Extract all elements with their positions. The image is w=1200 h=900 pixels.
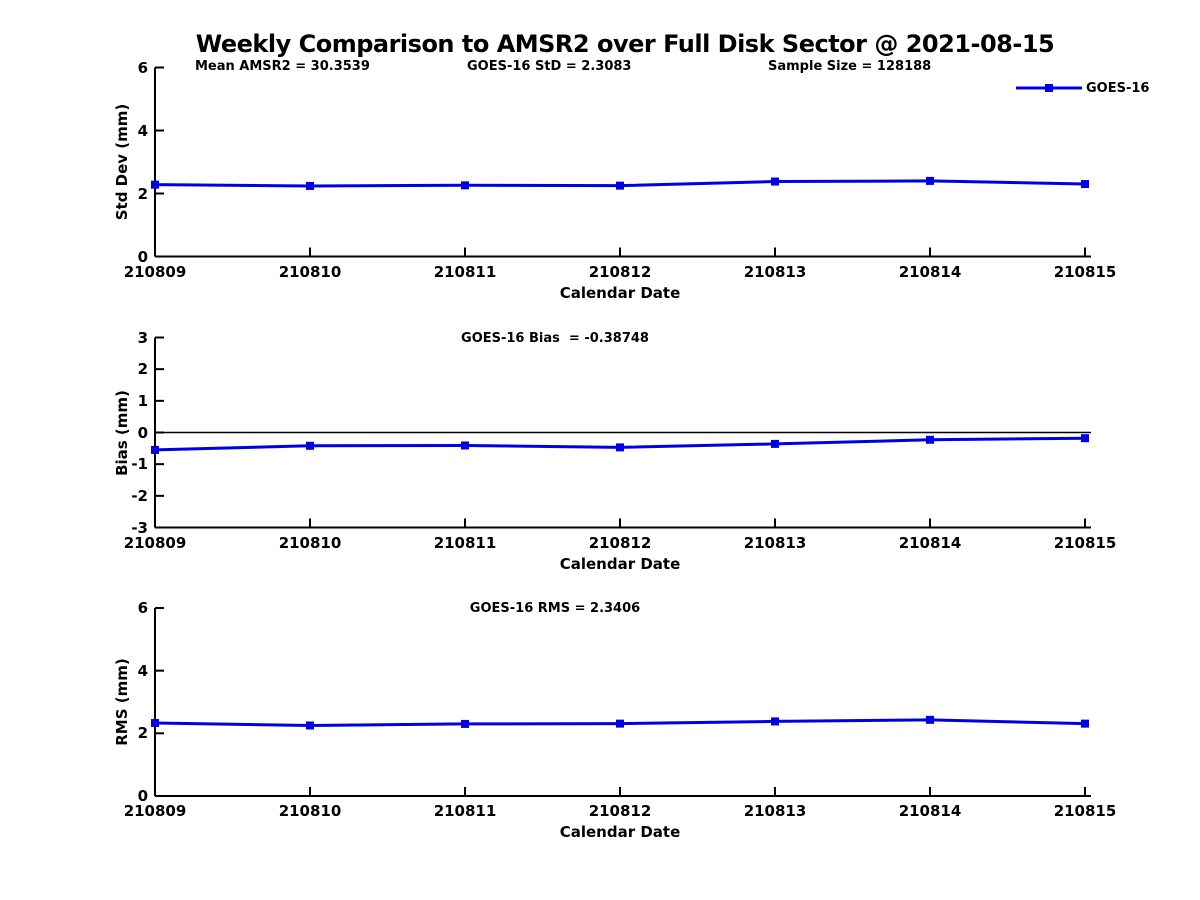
y-tick-label: 2 bbox=[137, 360, 148, 379]
data-point-marker bbox=[151, 445, 159, 454]
x-axis-label: Calendar Date bbox=[559, 554, 681, 573]
x-axis-label: Calendar Date bbox=[559, 823, 681, 841]
x-tick-label: 210811 bbox=[433, 802, 497, 820]
legend-swatch bbox=[1016, 84, 1082, 92]
y-axis-label: Std Dev (mm) bbox=[113, 103, 131, 221]
y-tick-label: 4 bbox=[137, 121, 148, 140]
x-tick-label: 210812 bbox=[588, 802, 652, 820]
y-tick-label: 3 bbox=[137, 328, 148, 347]
chart-title: Weekly Comparison to AMSR2 over Full Dis… bbox=[195, 30, 1055, 58]
x-tick-label: 210812 bbox=[588, 533, 652, 552]
x-tick-label: 210815 bbox=[1053, 262, 1117, 281]
stat-mean-amsr2: Mean AMSR2 = 30.3539 bbox=[195, 59, 370, 74]
y-tick-label: 0 bbox=[137, 787, 148, 805]
x-tick-label: 210811 bbox=[433, 533, 497, 552]
y-axis-label: RMS (mm) bbox=[113, 658, 131, 746]
x-tick-label: 210810 bbox=[278, 533, 342, 552]
y-tick-label: -3 bbox=[131, 518, 148, 537]
data-point-marker bbox=[926, 176, 934, 185]
data-point-marker bbox=[461, 181, 469, 190]
x-axis-label: Calendar Date bbox=[559, 283, 681, 302]
data-point-marker bbox=[1081, 719, 1089, 728]
x-tick-label: 210812 bbox=[588, 262, 652, 281]
y-tick-label: -2 bbox=[131, 486, 148, 505]
x-tick-label: 210811 bbox=[433, 262, 497, 281]
data-point-marker bbox=[616, 443, 624, 452]
data-point-marker bbox=[771, 439, 779, 448]
y-tick-label: 2 bbox=[137, 724, 148, 743]
data-point-marker bbox=[771, 717, 779, 726]
y-tick-label: 4 bbox=[137, 661, 148, 680]
data-point-marker bbox=[926, 715, 934, 724]
x-tick-label: 210810 bbox=[278, 262, 342, 281]
y-tick-label: 0 bbox=[137, 423, 148, 442]
x-tick-label: 210809 bbox=[123, 802, 187, 820]
data-point-marker bbox=[1081, 434, 1089, 443]
data-point-marker bbox=[461, 441, 469, 450]
data-point-marker bbox=[461, 719, 469, 728]
y-tick-label: 2 bbox=[137, 184, 148, 203]
data-point-marker bbox=[306, 441, 314, 450]
x-tick-label: 210814 bbox=[898, 802, 962, 820]
x-tick-label: 210813 bbox=[743, 533, 807, 552]
y-tick-label: 6 bbox=[137, 58, 148, 77]
data-point-marker bbox=[306, 181, 314, 190]
data-point-marker bbox=[306, 721, 314, 730]
data-point-marker bbox=[616, 719, 624, 728]
stat-goes-std: GOES-16 StD = 2.3083 bbox=[467, 59, 632, 74]
data-point-marker bbox=[616, 181, 624, 190]
y-tick-label: -1 bbox=[131, 455, 148, 474]
y-tick-label: 0 bbox=[137, 247, 148, 266]
data-point-marker bbox=[1081, 180, 1089, 189]
y-tick-label: 1 bbox=[137, 391, 148, 410]
x-tick-label: 210809 bbox=[123, 262, 187, 281]
x-tick-label: 210815 bbox=[1053, 533, 1117, 552]
x-tick-label: 210815 bbox=[1053, 802, 1117, 820]
y-tick-label: 6 bbox=[137, 599, 148, 617]
x-tick-label: 210813 bbox=[743, 802, 807, 820]
subplot-subtitle: GOES-16 RMS = 2.3406 bbox=[469, 601, 641, 616]
data-point-marker bbox=[771, 177, 779, 186]
x-tick-label: 210810 bbox=[278, 802, 342, 820]
legend-label: GOES-16 bbox=[1086, 81, 1150, 96]
y-axis-label: Bias (mm) bbox=[113, 389, 131, 476]
x-tick-label: 210813 bbox=[743, 262, 807, 281]
stat-sample-size: Sample Size = 128188 bbox=[768, 59, 932, 74]
data-point-marker bbox=[151, 180, 159, 189]
x-tick-label: 210814 bbox=[898, 533, 962, 552]
x-tick-label: 210809 bbox=[123, 533, 187, 552]
subplot-subtitle: GOES-16 Bias = -0.38748 bbox=[461, 330, 649, 346]
data-point-marker bbox=[926, 435, 934, 444]
x-tick-label: 210814 bbox=[898, 262, 962, 281]
legend-marker-icon bbox=[1045, 84, 1053, 92]
data-point-marker bbox=[151, 718, 159, 727]
